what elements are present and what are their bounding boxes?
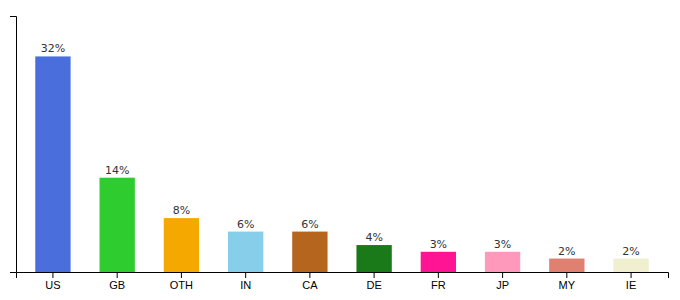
x-tick-mark [117,272,118,278]
bar [164,218,199,272]
bar [35,56,70,272]
data-labels: 32% 14% 8% 6% 6% 4% 3% 3% 2% 2% [41,42,640,257]
x-tick: IN [240,272,251,291]
x-tick-label: JP [496,279,509,291]
data-label: 14% [105,164,129,177]
x-tick: DE [366,272,381,291]
x-tick: US [45,272,60,291]
data-label: 3% [494,238,511,251]
bars [35,56,648,272]
data-label: 3% [430,238,447,251]
bar [485,252,520,272]
x-tick: OTH [170,272,193,291]
bar [549,259,584,272]
x-axis-line [17,273,669,279]
x-tick: GB [109,272,125,291]
x-tick-mark [566,272,567,278]
data-label: 6% [301,218,318,231]
x-tick-mark [309,272,310,278]
x-tick: FR [431,272,446,291]
data-label: 4% [365,231,382,244]
x-tick-mark [631,272,632,278]
x-tick-label: IN [240,279,251,291]
bar [228,232,263,272]
y-axis [10,17,17,273]
data-label: 6% [237,218,254,231]
x-tick: JP [496,272,509,291]
bar [356,245,391,272]
data-label: 2% [558,245,575,258]
x-tick-mark [181,272,182,278]
x-tick-label: OTH [170,279,193,291]
chart: US GB OTH IN CA DE FR JP MY IE 32% 14% 8% 6% 6% 4% 3% 3% 2… [0,0,680,300]
x-tick-mark [502,272,503,278]
x-tick-label: MY [559,279,576,291]
data-label: 8% [173,204,190,217]
bar [613,259,648,272]
x-tick-mark [52,272,53,278]
x-tick-label: GB [109,279,125,291]
x-tick: MY [559,272,576,291]
x-tick-mark [245,272,246,278]
x-tick-label: DE [366,279,381,291]
x-tick-label: IE [626,279,636,291]
x-axis: US GB OTH IN CA DE FR JP MY IE [17,272,669,291]
plot: US GB OTH IN CA DE FR JP MY IE 32% 14% 8% 6% 6% 4% 3% 3% 2… [10,17,669,291]
bar [292,232,327,272]
x-tick-mark [374,272,375,278]
x-tick: IE [626,272,636,291]
x-tick: CA [302,272,318,291]
x-tick-label: US [45,279,60,291]
x-tick-label: FR [431,279,446,291]
bar [100,178,135,272]
y-axis-line [10,17,17,273]
data-label: 32% [41,42,65,55]
data-label: 2% [622,245,639,258]
x-tick-mark [438,272,439,278]
bar [421,252,456,272]
x-tick-label: CA [302,279,318,291]
